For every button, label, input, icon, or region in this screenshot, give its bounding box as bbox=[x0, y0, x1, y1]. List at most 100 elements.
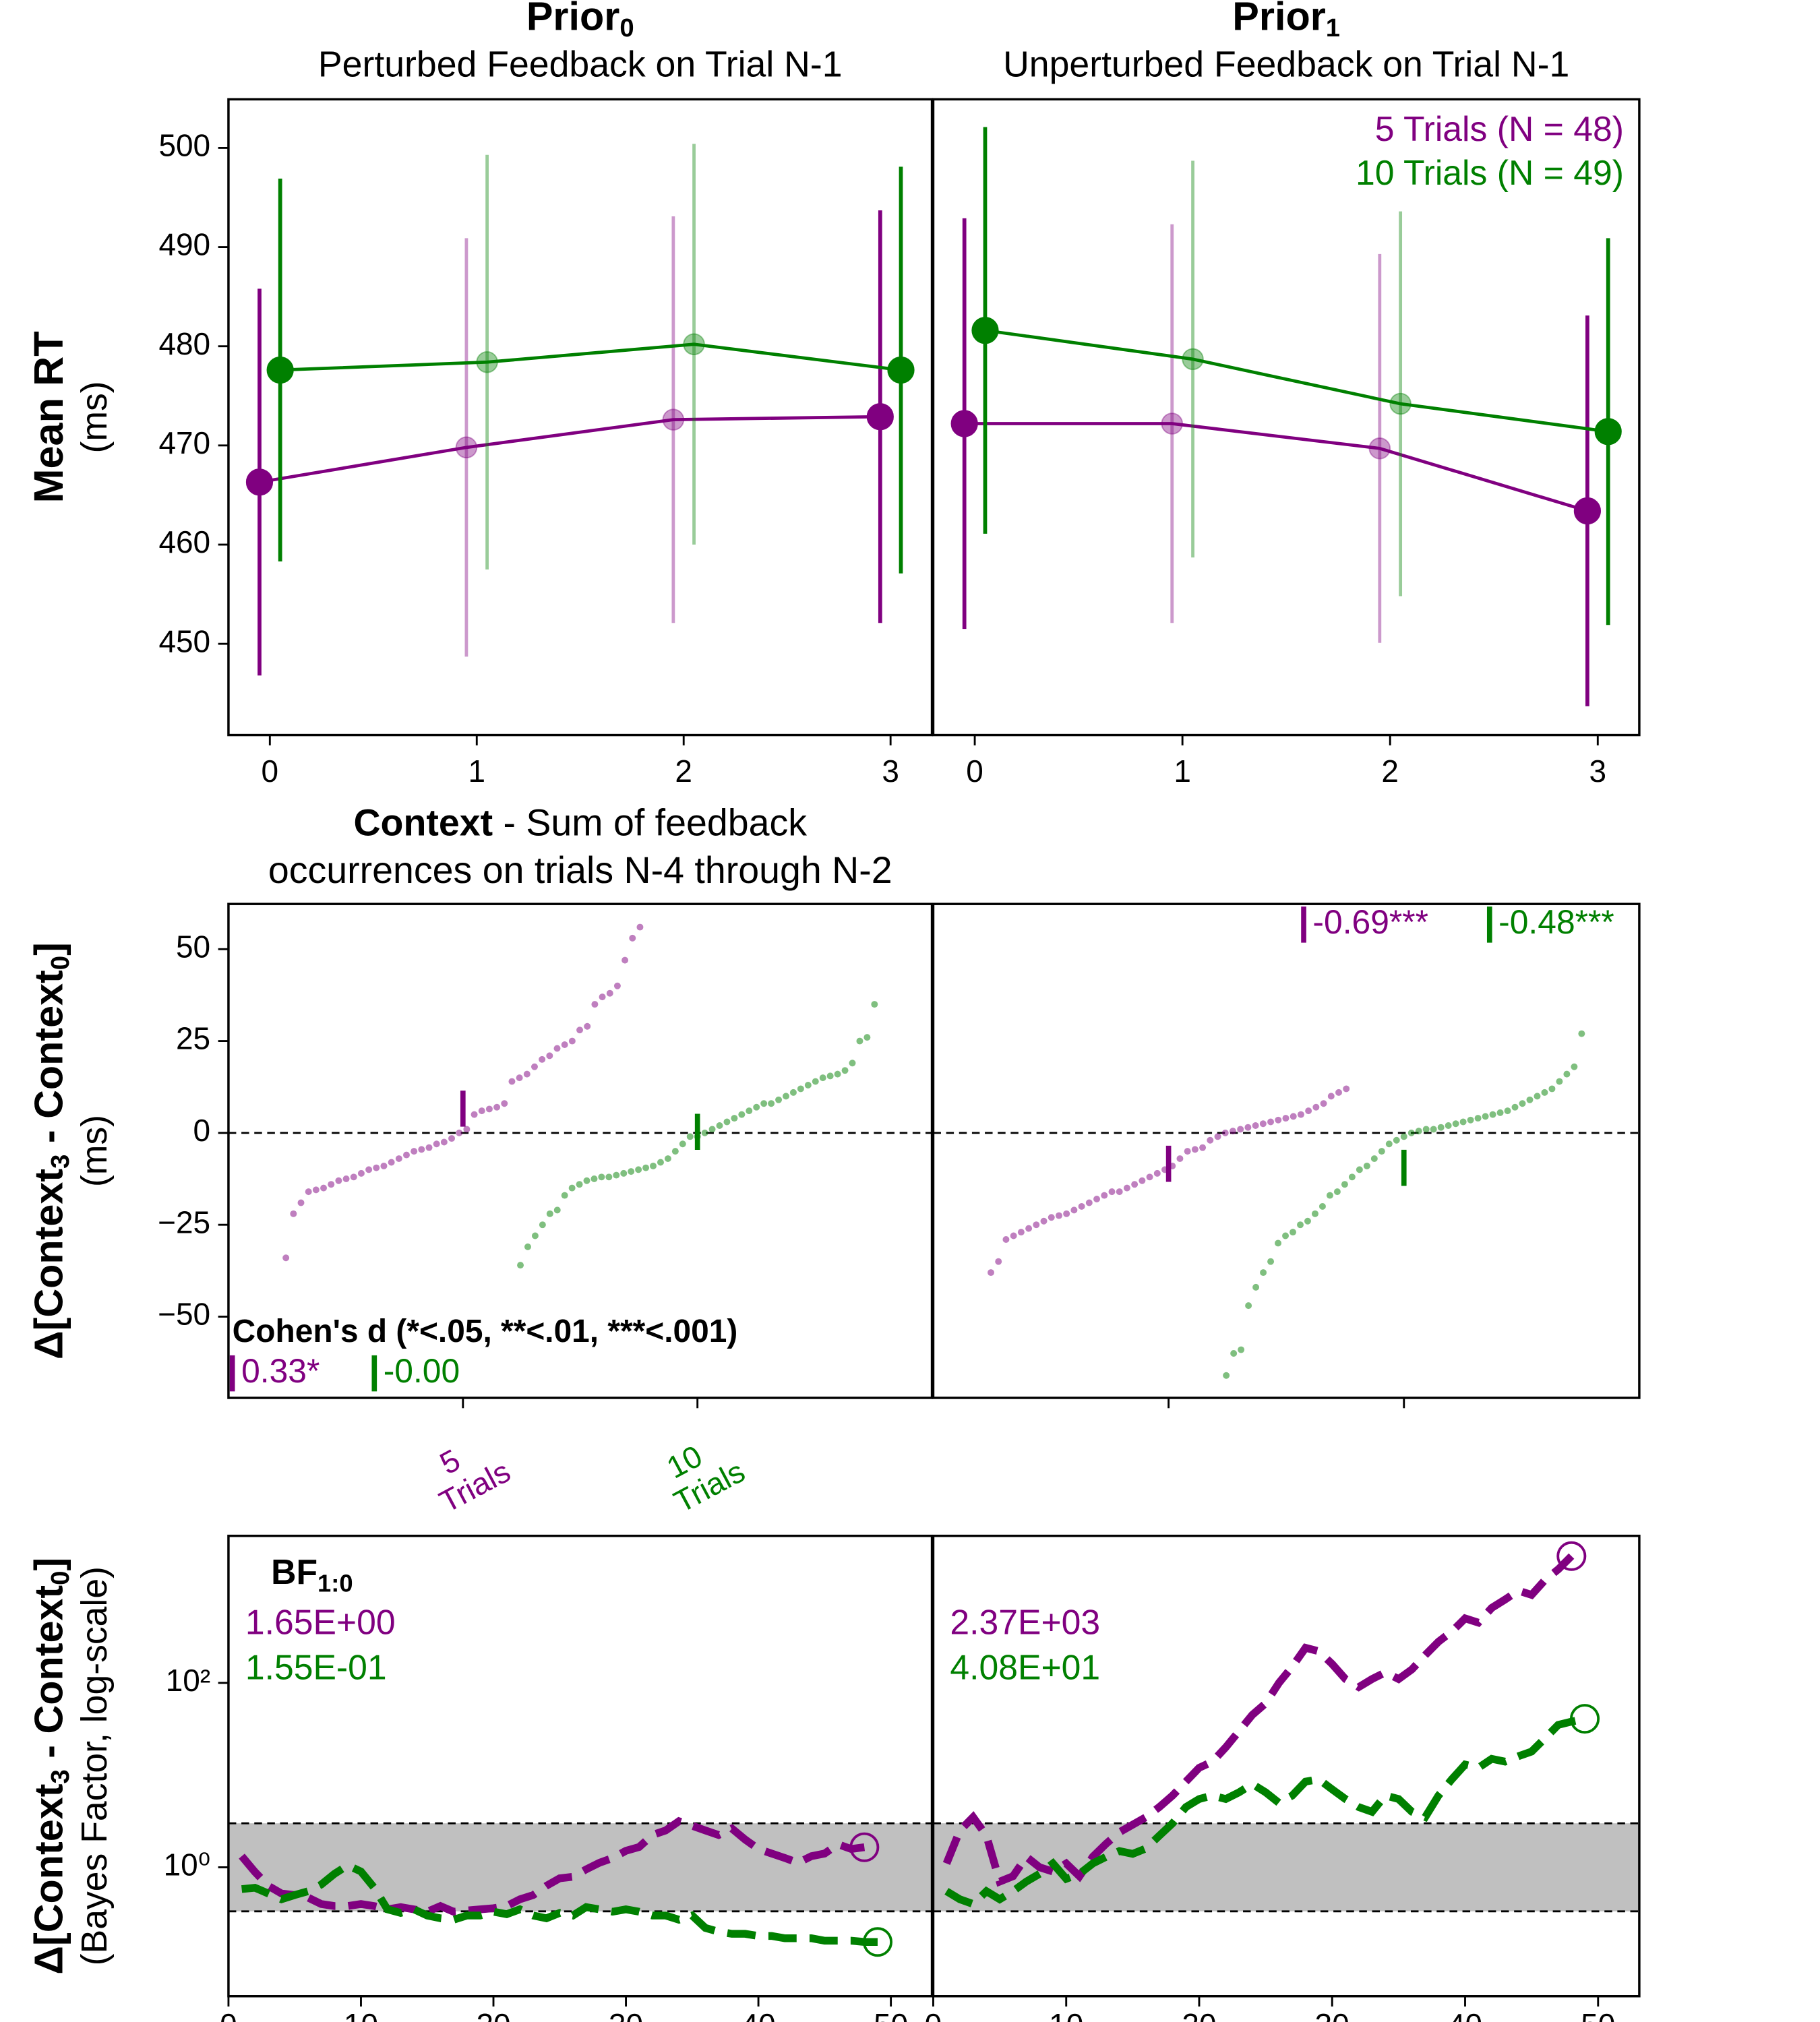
x-axis-label: occurrences on trials N-4 through N-2 bbox=[268, 849, 892, 891]
point bbox=[995, 1258, 1002, 1265]
point bbox=[1085, 1199, 1093, 1206]
text-part: - Context bbox=[26, 1585, 71, 1770]
effect-label: -0.00 bbox=[384, 1352, 460, 1390]
series-line bbox=[964, 422, 1588, 513]
point bbox=[1139, 1177, 1146, 1184]
bf-label: 4.08E+01 bbox=[950, 1647, 1100, 1686]
point bbox=[598, 1173, 605, 1181]
point bbox=[662, 408, 685, 431]
point bbox=[1415, 1128, 1422, 1135]
y-tick-label: 500 bbox=[158, 128, 210, 163]
point bbox=[723, 1118, 731, 1126]
point bbox=[425, 1144, 433, 1151]
point bbox=[1252, 1122, 1259, 1129]
point bbox=[320, 1184, 328, 1192]
point bbox=[508, 1078, 516, 1085]
effect-label: -0.69*** bbox=[1312, 903, 1428, 941]
point bbox=[701, 1129, 708, 1136]
point bbox=[531, 1232, 539, 1239]
point bbox=[1393, 1136, 1400, 1144]
point bbox=[753, 1103, 760, 1111]
text-part: Δ[Context bbox=[26, 1783, 71, 1974]
point bbox=[988, 1269, 994, 1277]
point bbox=[657, 1159, 664, 1166]
point bbox=[335, 1177, 342, 1184]
point bbox=[1311, 1210, 1318, 1217]
point bbox=[708, 1126, 716, 1133]
point bbox=[1452, 1120, 1459, 1128]
point bbox=[1407, 1129, 1415, 1136]
point bbox=[605, 1173, 613, 1181]
text-part: Prior bbox=[526, 0, 620, 38]
point bbox=[1093, 1196, 1101, 1202]
point bbox=[524, 1243, 531, 1250]
point bbox=[539, 1055, 546, 1063]
point bbox=[731, 1115, 738, 1122]
point bbox=[746, 1107, 753, 1115]
point bbox=[1445, 1122, 1452, 1129]
point bbox=[1327, 1093, 1335, 1100]
point bbox=[1437, 1124, 1445, 1131]
point bbox=[1182, 348, 1204, 371]
point bbox=[1368, 437, 1391, 460]
point bbox=[478, 1107, 485, 1115]
point bbox=[1482, 1113, 1489, 1120]
x-tick-label: 40 bbox=[741, 2007, 776, 2022]
plot-frame bbox=[227, 1534, 934, 1998]
point bbox=[1063, 1210, 1070, 1217]
point bbox=[1123, 1184, 1130, 1192]
point bbox=[433, 1140, 440, 1148]
end-marker bbox=[1570, 1704, 1600, 1734]
point bbox=[1237, 1126, 1244, 1133]
point bbox=[531, 1063, 538, 1070]
x-tick-label: 1 bbox=[468, 754, 485, 789]
point bbox=[1290, 1229, 1296, 1236]
y-tick-label: −25 bbox=[158, 1204, 210, 1239]
point bbox=[583, 1177, 590, 1184]
point bbox=[403, 1151, 410, 1159]
point bbox=[380, 1162, 388, 1169]
point bbox=[448, 1135, 456, 1142]
point bbox=[411, 1148, 418, 1155]
point bbox=[1101, 1192, 1108, 1199]
plot-frame bbox=[932, 902, 1641, 1399]
point bbox=[1519, 1100, 1526, 1107]
panel-subtitle: Unperturbed Feedback on Trial N-1 bbox=[1003, 44, 1569, 85]
point bbox=[1259, 1120, 1267, 1128]
y-tick-label: 450 bbox=[158, 623, 210, 658]
text-part: ] bbox=[26, 942, 71, 956]
shade-band bbox=[228, 1823, 932, 1911]
text-part: - Sum of feedback bbox=[503, 801, 807, 843]
point bbox=[819, 1074, 826, 1082]
point bbox=[290, 1210, 297, 1217]
point bbox=[1275, 1116, 1282, 1124]
x-tick-label: 20 bbox=[476, 2007, 510, 2022]
point bbox=[1245, 1302, 1252, 1310]
point bbox=[312, 1186, 320, 1194]
annotation: Cohen's d (*<.05, **<.01, ***<.001) bbox=[233, 1314, 738, 1349]
series-line bbox=[239, 1816, 866, 1916]
point bbox=[1333, 1188, 1341, 1196]
x-axis-label: Context - Sum of feedback bbox=[353, 801, 807, 843]
x-tick-label: 3 bbox=[882, 754, 899, 789]
point bbox=[1343, 1085, 1350, 1093]
point bbox=[546, 1210, 553, 1217]
point bbox=[716, 1122, 723, 1129]
point bbox=[1548, 1085, 1556, 1093]
point bbox=[629, 934, 636, 942]
point bbox=[1010, 1232, 1017, 1239]
point bbox=[1422, 1126, 1430, 1133]
point bbox=[628, 1168, 635, 1175]
point bbox=[1146, 1173, 1153, 1181]
point bbox=[1304, 1217, 1311, 1225]
point bbox=[1459, 1118, 1467, 1126]
point bbox=[738, 1111, 746, 1118]
panel-title: Prior1 bbox=[1232, 0, 1340, 42]
point bbox=[863, 1034, 871, 1041]
point bbox=[584, 1022, 591, 1030]
point bbox=[1070, 1206, 1078, 1214]
point bbox=[1275, 1239, 1282, 1247]
point bbox=[568, 1037, 576, 1045]
y-axis-label: Δ[Context3 - Context0] bbox=[26, 942, 75, 1359]
x-tick-label: 2 bbox=[675, 754, 692, 789]
